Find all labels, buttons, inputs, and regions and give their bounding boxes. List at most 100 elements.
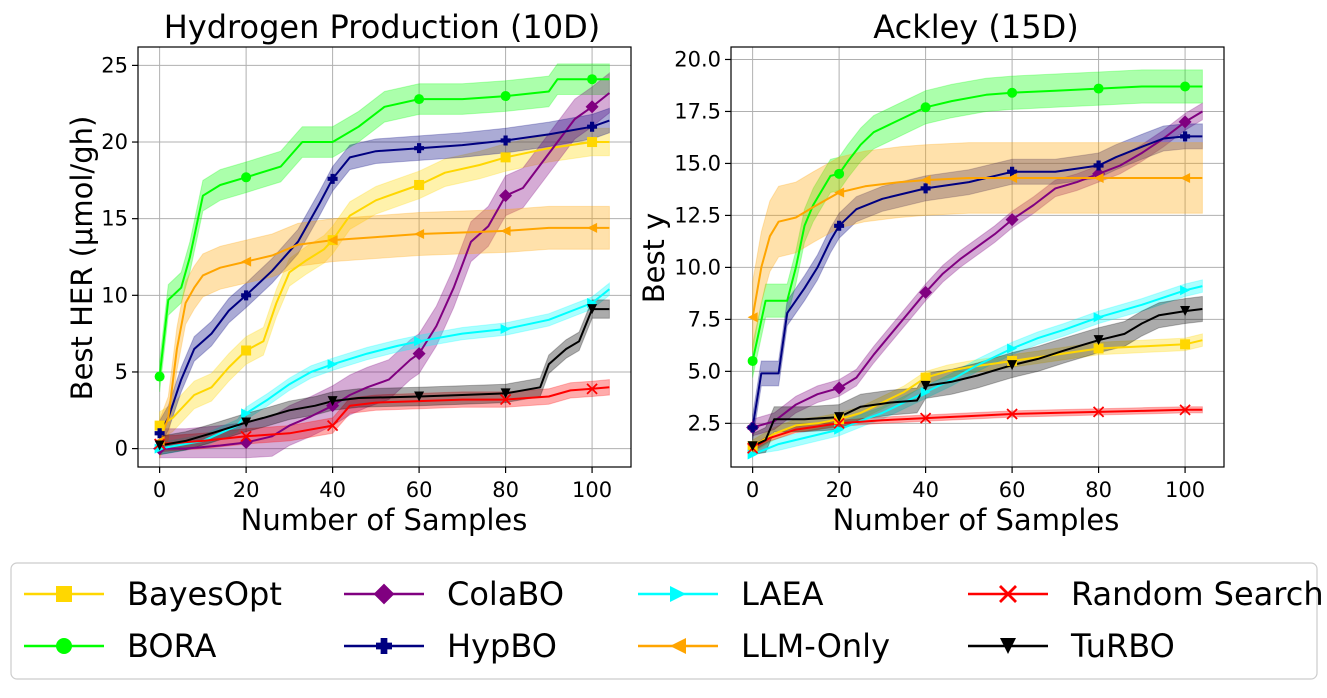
- x-tick-label: 60: [406, 478, 433, 502]
- legend-item-bayesopt: BayesOpt: [24, 575, 282, 613]
- band-hypbo: [752, 123, 1203, 441]
- line-hypbo: [751, 135, 1203, 428]
- legend-marker-laea: [670, 586, 686, 602]
- marker-bayesopt: [920, 372, 931, 383]
- x-tick-label: 40: [912, 478, 939, 502]
- marker-hypbo: [1180, 131, 1191, 142]
- y-tick-label: 10.0: [674, 255, 721, 279]
- x-tick-label: 60: [999, 478, 1026, 502]
- marker-bayesopt: [241, 345, 252, 356]
- marker-turbo: [154, 440, 165, 451]
- line-random-search: [752, 408, 1203, 450]
- x-tick-label: 80: [1085, 478, 1112, 502]
- marker-laea: [920, 387, 931, 398]
- marker-llm-only: [1180, 172, 1191, 183]
- y-axis-label: Best HER (μmol/gh): [65, 116, 99, 401]
- legend-marker-bayesopt: [56, 586, 72, 602]
- line-llm-only: [751, 177, 1203, 318]
- marker-llm-only: [834, 187, 845, 198]
- legend-label: BORA: [127, 627, 217, 665]
- legend-label: TuRBO: [1070, 627, 1175, 665]
- marker-bayesopt: [587, 137, 598, 148]
- marker-bora: [1180, 81, 1191, 92]
- y-tick-label: 7.5: [688, 307, 721, 331]
- band-llm-only: [159, 205, 610, 459]
- marker-colabo: [1005, 213, 1019, 227]
- y-tick-label: 20.0: [674, 47, 721, 71]
- y-tick-label: 15: [101, 207, 128, 231]
- marker-llm-only: [1093, 172, 1104, 183]
- marker-colabo: [499, 189, 513, 203]
- band-bora: [752, 69, 1203, 378]
- legend-label: Random Search: [1071, 575, 1324, 613]
- legend-label: ColaBO: [447, 575, 564, 613]
- legend-marker-llm-only: [670, 638, 686, 654]
- marker-random-search: [326, 419, 339, 432]
- marker-random-search: [499, 393, 512, 406]
- marker-hypbo: [327, 173, 338, 184]
- marker-hypbo: [587, 121, 598, 132]
- line-turbo: [159, 308, 610, 447]
- marker-colabo: [585, 100, 599, 114]
- band-laea: [159, 282, 610, 456]
- marker-bora: [747, 355, 758, 366]
- line-bora: [751, 85, 1203, 362]
- marker-bayesopt: [154, 420, 165, 431]
- legend: BayesOpt BORA ColaBO HypBO LAEA LLM-Only Rando…: [10, 562, 1324, 680]
- y-axis-label: Best y: [637, 213, 671, 304]
- x-tick-label: 40: [319, 478, 346, 502]
- marker-colabo: [412, 347, 426, 361]
- legend-item-llm-only: LLM-Only: [638, 627, 890, 665]
- marker-hypbo: [414, 143, 425, 154]
- marker-random-search: [240, 430, 252, 442]
- line-laea: [752, 285, 1203, 456]
- marker-llm-only: [747, 312, 758, 323]
- marker-turbo: [1180, 306, 1191, 317]
- marker-turbo: [747, 441, 758, 452]
- marker-laea: [1007, 343, 1018, 354]
- marker-bayesopt: [1180, 339, 1191, 350]
- line-random-search: [159, 386, 610, 445]
- marker-hypbo: [241, 290, 252, 301]
- legend-marker-bora: [56, 638, 72, 654]
- x-tick-label: 0: [746, 478, 759, 502]
- band-bayesopt: [159, 127, 610, 441]
- marker-llm-only: [327, 235, 338, 246]
- marker-random-search: [586, 383, 598, 395]
- legend-label: BayesOpt: [127, 575, 282, 613]
- marker-random-search: [833, 417, 845, 429]
- marker-turbo: [414, 391, 425, 402]
- marker-bora: [1093, 83, 1104, 94]
- marker-hypbo: [1093, 160, 1104, 171]
- line-llm-only: [158, 226, 610, 442]
- marker-hypbo: [1007, 166, 1018, 177]
- marker-random-search: [1006, 408, 1018, 420]
- y-tick-label: 12.5: [674, 203, 721, 227]
- marker-turbo: [1007, 360, 1018, 371]
- marker-llm-only: [414, 229, 425, 240]
- x-tick-label: 100: [1165, 478, 1205, 502]
- legend-marker-hypbo: [376, 638, 392, 654]
- marker-bora: [414, 94, 425, 105]
- x-axis-label: Number of Samples: [241, 503, 528, 537]
- legend-label: HypBO: [447, 627, 557, 665]
- marker-turbo: [500, 388, 511, 399]
- y-tick-label: 17.5: [674, 99, 721, 123]
- marker-hypbo: [154, 428, 165, 439]
- marker-bora: [500, 91, 511, 102]
- marker-colabo: [919, 285, 933, 299]
- marker-laea: [747, 449, 758, 460]
- marker-random-search: [1092, 406, 1105, 418]
- marker-laea: [241, 408, 252, 419]
- legend-item-colabo: ColaBO: [344, 575, 564, 613]
- marker-bora: [920, 102, 931, 113]
- legend-item-random-search: Random Search: [968, 575, 1324, 613]
- marker-llm-only: [1007, 172, 1018, 183]
- band-llm-only: [752, 142, 1203, 353]
- marker-hypbo: [834, 220, 845, 231]
- y-tick-label: 0: [115, 437, 128, 461]
- marker-colabo: [1178, 115, 1192, 129]
- x-tick-label: 0: [153, 478, 166, 502]
- x-tick-label: 100: [572, 478, 612, 502]
- marker-llm-only: [920, 175, 931, 186]
